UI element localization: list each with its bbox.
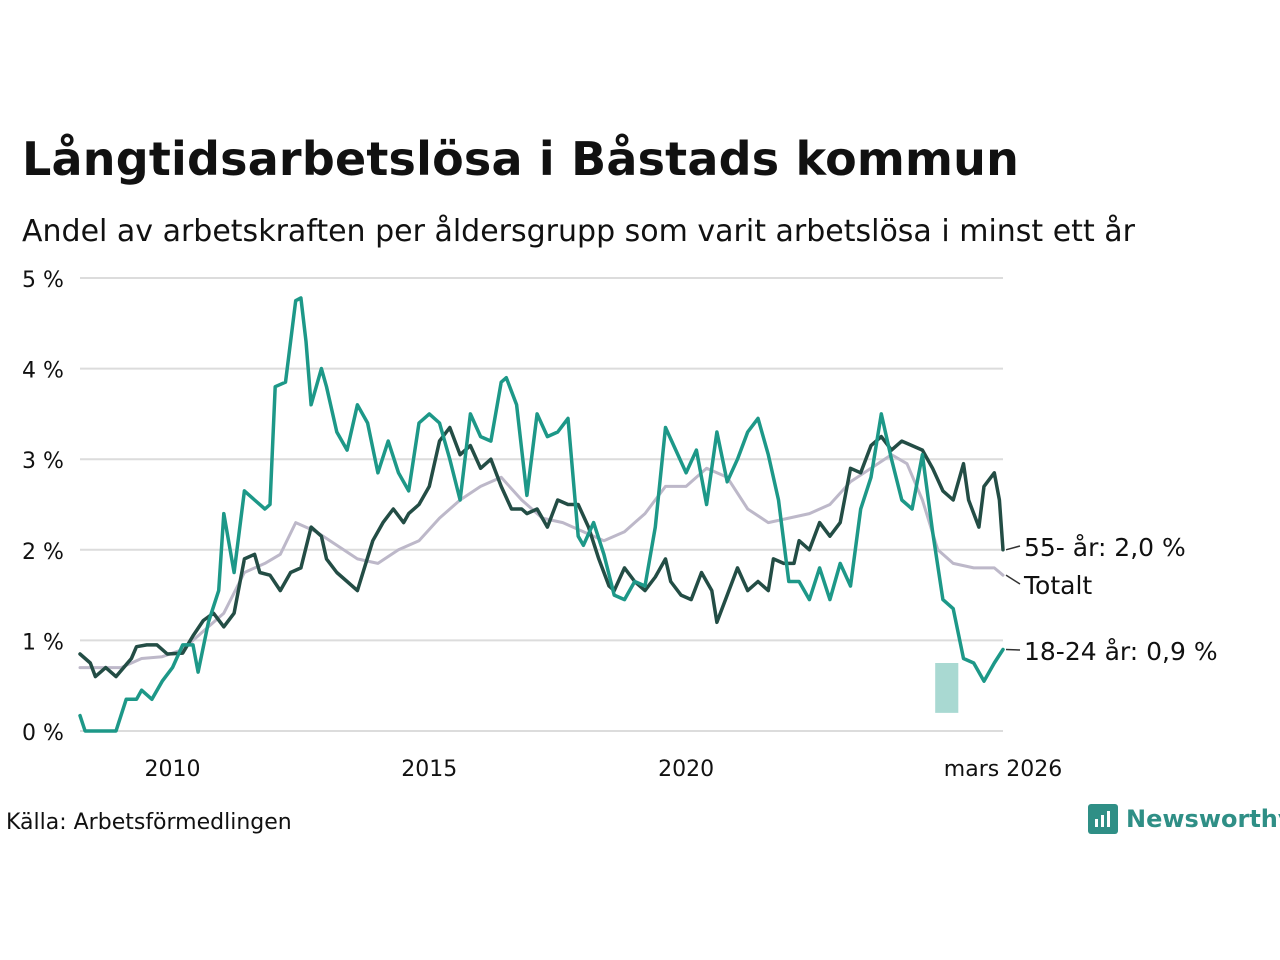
newsworthy-logo: Newsworthy (1088, 804, 1280, 834)
series-line-age55 (78, 425, 1005, 679)
source-note: Källa: Arbetsförmedlingen (6, 810, 292, 835)
series-line-young (78, 296, 1005, 733)
x-tick-label: mars 2026 (944, 757, 1062, 782)
leader-line-young (1005, 648, 1021, 651)
y-tick-label: 2 % (22, 540, 64, 565)
y-tick-label: 4 % (22, 359, 64, 384)
end-label-young: 18-24 år: 0,9 % (1024, 637, 1218, 666)
end-label-total: Totalt (1023, 571, 1092, 600)
series-line-total (78, 453, 1005, 670)
x-tick-label: 2020 (658, 757, 714, 782)
x-tick-label: 2010 (144, 757, 200, 782)
leader-line-age55 (1005, 545, 1021, 551)
x-tick-label: 2015 (401, 757, 457, 782)
leader-line-total (1005, 574, 1021, 585)
chart-subtitle: Andel av arbetskraften per åldersgrupp s… (22, 214, 1135, 249)
y-tick-label: 3 % (22, 449, 64, 474)
newsworthy-logo-icon (1088, 804, 1118, 834)
young-uncertainty-band (935, 663, 959, 713)
chart-title: Långtidsarbetslösa i Båstads kommun (22, 132, 1020, 186)
y-tick-label: 1 % (22, 630, 64, 655)
end-label-age55: 55- år: 2,0 % (1024, 533, 1186, 562)
y-tick-label: 5 % (22, 268, 64, 293)
y-tick-label: 0 % (22, 721, 64, 746)
newsworthy-logo-text: Newsworthy (1126, 805, 1280, 833)
